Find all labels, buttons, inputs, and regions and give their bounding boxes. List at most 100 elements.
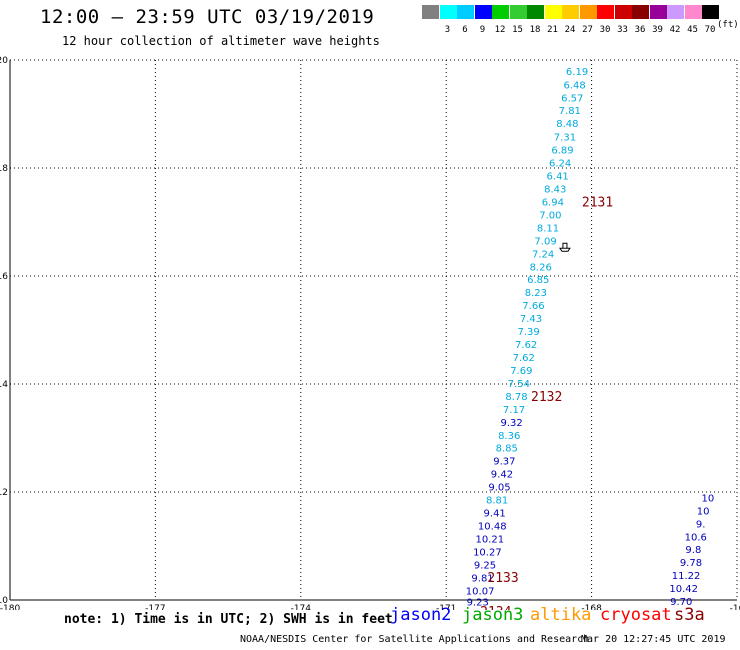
wave-height-label: 9.81 bbox=[471, 573, 493, 584]
x-tick-label: -174 bbox=[291, 604, 312, 610]
markers: 2131 2132 2133 2134 bbox=[480, 195, 613, 610]
legend-label: 24 bbox=[564, 25, 576, 35]
wave-height-label: 6.57 bbox=[561, 93, 583, 104]
axis-tick-labels: -180 -177 -174 -171 -168 -16 20 18 16 14 12 10 bbox=[0, 56, 740, 610]
wave-height-label: 8.11 bbox=[537, 223, 559, 234]
legend-swatch bbox=[439, 5, 457, 19]
wave-height-label: 9.05 bbox=[488, 483, 510, 494]
wave-height-label: 6.24 bbox=[549, 159, 571, 170]
wave-height-label: 9.70 bbox=[670, 597, 692, 608]
legend-label: 27 bbox=[582, 25, 593, 35]
legend-swatch bbox=[649, 5, 667, 19]
wave-height-label: 6.48 bbox=[564, 80, 586, 91]
wave-height-label: 8.36 bbox=[498, 431, 520, 442]
wave-height-label: 8.43 bbox=[544, 185, 566, 196]
legend-jason2: jason2 bbox=[390, 605, 452, 625]
legend-label: 3 bbox=[444, 25, 451, 35]
legend-swatch bbox=[457, 5, 474, 19]
legend-swatch bbox=[632, 5, 649, 19]
legend-label: 70 bbox=[704, 25, 716, 35]
wave-height-label: 8.23 bbox=[525, 288, 547, 299]
wave-height-label: 10.48 bbox=[478, 521, 507, 532]
wave-height-label: 9.78 bbox=[680, 558, 702, 569]
wave-height-label: 9.32 bbox=[500, 418, 522, 429]
y-tick-label: 18 bbox=[0, 164, 8, 174]
wave-height-label: 7.39 bbox=[517, 327, 539, 338]
wave-height-label: 10.91 bbox=[459, 609, 488, 610]
legend-s3a: s3a bbox=[674, 605, 705, 625]
legend-swatch bbox=[597, 5, 614, 19]
legend-label: 6 bbox=[462, 25, 468, 35]
legend-altika: altika bbox=[530, 605, 592, 625]
generated-timestamp: Mar 20 12:27:45 UTC 2019 bbox=[581, 634, 726, 645]
wave-height-label: 7.17 bbox=[503, 405, 525, 416]
wave-height-label: 7.62 bbox=[515, 340, 537, 351]
wave-height-label: 10.6 bbox=[685, 532, 707, 543]
pass-number-label: 2132 bbox=[531, 390, 562, 405]
pass-number-label: 2134 bbox=[480, 605, 511, 610]
x-tick-label: -16 bbox=[730, 604, 740, 610]
wave-height-label: 8.78 bbox=[505, 392, 527, 403]
wave-height-label: 9.42 bbox=[491, 470, 513, 481]
wave-height-label: 7.69 bbox=[510, 366, 532, 377]
ship-icon bbox=[559, 242, 571, 252]
wave-height-label: 9.8 bbox=[685, 545, 701, 556]
altimeter-tracks: 6.19 6.48 6.57 7.81 8.48 7.31 6.89 6.24 6.41 8.43… bbox=[459, 67, 715, 610]
legend-label: 9 bbox=[479, 25, 486, 35]
wave-height-label: 8.26 bbox=[530, 262, 552, 273]
wave-height-label: 8.81 bbox=[486, 496, 508, 507]
wave-height-label: 10 bbox=[697, 506, 710, 517]
legend-swatch bbox=[614, 5, 632, 19]
wave-height-label: 8.48 bbox=[556, 119, 578, 130]
wave-height-label: 7.24 bbox=[532, 249, 554, 260]
wave-height-label: 9.37 bbox=[493, 457, 515, 468]
legend-swatch bbox=[667, 5, 684, 19]
y-tick-label: 12 bbox=[0, 488, 8, 498]
wave-height-label: 10.21 bbox=[475, 534, 504, 545]
legend-swatch bbox=[492, 5, 509, 19]
legend-label: 33 bbox=[617, 25, 628, 35]
y-tick-label: 14 bbox=[0, 380, 8, 390]
y-tick-label: 10 bbox=[0, 596, 8, 606]
footer-note: note: 1) Time is in UTC; 2) SWH is in fe… bbox=[64, 612, 393, 627]
legend-label: 21 bbox=[547, 25, 558, 35]
wave-height-label: 6.41 bbox=[547, 172, 569, 183]
pass-number-label: 2133 bbox=[487, 571, 518, 586]
legend-jason3: jason3 bbox=[462, 605, 524, 625]
wave-height-label: 10.27 bbox=[473, 547, 502, 558]
wave-height-label: 6.89 bbox=[551, 146, 573, 157]
wave-height-label: 10.42 bbox=[669, 584, 698, 595]
wave-height-label: 7.81 bbox=[559, 106, 581, 117]
wave-height-label: 7.54 bbox=[508, 379, 530, 390]
wave-height-label: 8.85 bbox=[496, 444, 518, 455]
legend-swatch bbox=[527, 5, 544, 19]
legend-swatch bbox=[684, 5, 702, 19]
wave-height-label: 9.41 bbox=[484, 509, 506, 520]
map-subtitle: 12 hour collection of altimeter wave hei… bbox=[62, 34, 380, 48]
legend-label: 39 bbox=[652, 25, 663, 35]
legend-label: 12 bbox=[494, 25, 506, 35]
x-tick-label: -177 bbox=[145, 604, 165, 610]
y-tick-label: 16 bbox=[0, 272, 8, 282]
wave-height-label: 7.09 bbox=[534, 236, 556, 247]
credit-line: NOAA/NESDIS Center for Satellite Applica… bbox=[240, 634, 590, 645]
legend-swatch bbox=[544, 5, 562, 19]
legend-label: 30 bbox=[599, 25, 611, 35]
x-tick-label: -180 bbox=[0, 604, 20, 610]
legend-swatch bbox=[474, 5, 492, 19]
wave-height-label: 9.25 bbox=[474, 560, 496, 571]
legend-label: 18 bbox=[529, 25, 541, 35]
wave-height-label: 7.66 bbox=[522, 301, 544, 312]
x-tick-label: -168 bbox=[581, 604, 602, 610]
x-tick-label: -171 bbox=[436, 604, 456, 610]
legend-label: 42 bbox=[669, 25, 681, 35]
map-title: 12:00 – 23:59 UTC 03/19/2019 bbox=[40, 6, 375, 28]
wave-height-label: 10 bbox=[702, 493, 715, 504]
y-tick-label: 20 bbox=[0, 56, 8, 66]
pass-number-label: 2131 bbox=[582, 195, 613, 210]
wave-height-label: 6.19 bbox=[566, 67, 588, 78]
legend-swatch bbox=[702, 5, 719, 19]
wave-height-label: 11.22 bbox=[672, 571, 701, 582]
wave-height-label: 6.85 bbox=[527, 275, 549, 286]
legend-cryosat: cryosat bbox=[600, 605, 672, 625]
